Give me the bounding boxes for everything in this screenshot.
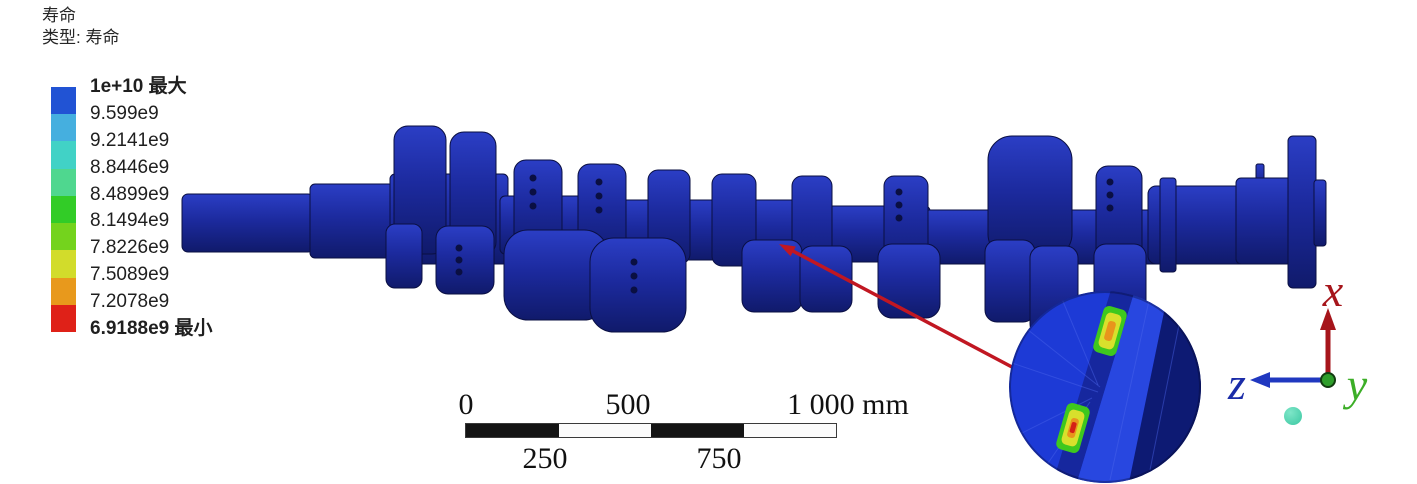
scale-bar-segment: [558, 424, 651, 437]
legend-entry: 7.5089e9: [90, 264, 170, 286]
color-scale-band: [51, 304, 76, 332]
legend-entry: 9.2141e9: [90, 129, 170, 151]
color-scale-labels: 1e+10 最大 9.599e9 9.2141e9 8.8446e9 8.489…: [90, 74, 213, 343]
legend-entry: 8.1494e9: [90, 210, 170, 232]
scale-bar-segment: [743, 424, 836, 437]
legend-entry: 9.599e9: [90, 102, 159, 124]
legend-entry: 8.8446e9: [90, 156, 170, 178]
fatigue-hotspot-upper: [1093, 306, 1127, 356]
color-scale-band: [51, 141, 76, 169]
scale-tick-1000: 1 000 mm: [787, 388, 909, 421]
crankshaft-model: [181, 125, 1327, 337]
z-axis-arrowhead: [1250, 372, 1270, 388]
scale-tick-250: 250: [522, 442, 568, 475]
legend-entry: 7.2078e9: [90, 291, 170, 313]
fatigue-hotspot-lower: [1056, 403, 1090, 453]
color-scale-band: [51, 223, 76, 251]
triad-origin: [1320, 372, 1336, 388]
legend-entry: 8.4899e9: [90, 183, 170, 205]
scale-bar-segment: [466, 424, 559, 437]
web-bolt-holes: [455, 174, 1114, 294]
scale-tick-500: 500: [605, 388, 651, 421]
result-title-block: 寿命 类型: 寿命: [42, 5, 119, 49]
y-axis-label: y: [1343, 359, 1368, 410]
annotation-arrowhead: [779, 244, 796, 257]
legend-entry: 6.9188e9 最小: [90, 318, 213, 340]
scale-bar: [465, 423, 837, 438]
color-scale-band: [51, 195, 76, 224]
color-scale-band: [51, 277, 76, 305]
result-type: 类型: 寿命: [42, 28, 120, 47]
scale-bar-segment: [651, 424, 744, 437]
color-scale: [51, 87, 76, 332]
scale-tick-750: 750: [696, 442, 742, 475]
color-scale-band: [51, 114, 76, 142]
color-scale-band: [51, 168, 76, 196]
annotation-arrow: [779, 244, 1045, 386]
result-name: 寿命: [42, 6, 76, 25]
axis-triad: x z y: [1227, 265, 1368, 425]
origin-sphere: [1284, 407, 1302, 425]
x-axis-arrowhead: [1320, 308, 1336, 330]
color-scale-band: [51, 87, 76, 115]
x-axis-label: x: [1322, 265, 1344, 316]
z-axis-label: z: [1227, 358, 1246, 409]
scale-tick-0: 0: [458, 388, 474, 421]
legend-entry: 7.8226e9: [90, 237, 170, 259]
color-scale-band: [51, 250, 76, 278]
legend-entry: 1e+10 最大: [90, 76, 187, 97]
